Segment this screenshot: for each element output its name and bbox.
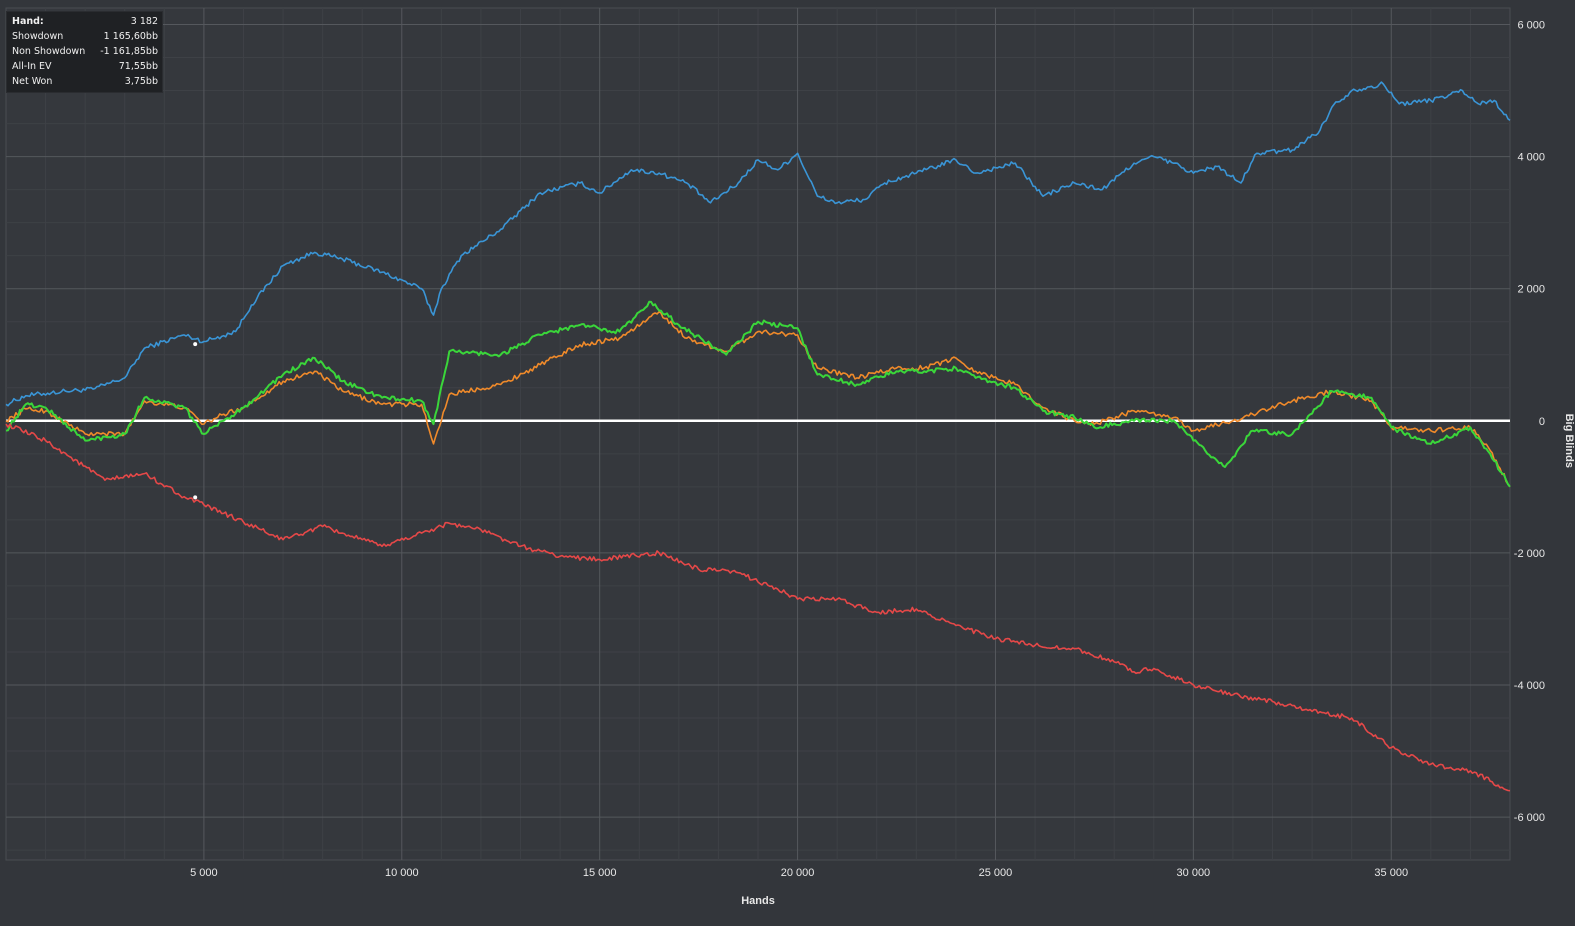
series-line-4 xyxy=(5,423,1511,792)
y-tick-label: -2 000 xyxy=(1514,548,1545,560)
info-label: Net Won xyxy=(12,76,53,87)
y-axis-ticks: 6 000 4 000 2 000 0 -2 000 -4 000 -6 000 xyxy=(1514,20,1545,825)
info-row-allin-ev: All-In EV 71,55bb xyxy=(7,59,162,74)
hand-marker-1 xyxy=(193,342,198,347)
y-tick-label: -6 000 xyxy=(1514,812,1545,824)
info-row-showdown: Showdown 1 165,60bb xyxy=(7,29,162,44)
series-line-1 xyxy=(5,81,1511,407)
y-tick-label: 0 xyxy=(1539,416,1545,428)
hand-marker-2 xyxy=(193,495,198,500)
y-tick-label: 2 000 xyxy=(1517,284,1545,296)
x-tick-label: 30 000 xyxy=(1177,867,1211,879)
y-axis-title: Big Blinds xyxy=(1563,414,1575,468)
info-label: All-In EV xyxy=(12,61,52,72)
y-tick-label: -4 000 xyxy=(1514,680,1545,692)
grid xyxy=(5,7,1511,861)
x-tick-label: 15 000 xyxy=(583,867,617,879)
x-tick-label: 35 000 xyxy=(1374,867,1408,879)
info-value: 71,55bb xyxy=(118,61,158,72)
info-value: 3,75bb xyxy=(124,76,158,87)
x-tick-label: 20 000 xyxy=(781,867,815,879)
info-value: -1 161,85bb xyxy=(100,46,158,57)
series-lines xyxy=(5,81,1511,792)
info-label: Non Showdown xyxy=(12,46,86,57)
info-row-non-showdown: Non Showdown -1 161,85bb xyxy=(7,44,162,59)
info-value: 3 182 xyxy=(130,16,158,27)
series-line-3 xyxy=(5,300,1511,488)
info-label: Showdown xyxy=(12,31,64,42)
x-tick-label: 10 000 xyxy=(385,867,419,879)
info-row-net-won: Net Won 3,75bb xyxy=(7,74,162,89)
x-axis-ticks: 5 000 10 000 15 000 20 000 25 000 30 000 35 00… xyxy=(190,867,1408,879)
y-tick-label: 4 000 xyxy=(1517,152,1545,164)
series-line-2 xyxy=(5,310,1511,488)
x-axis-title: Hands xyxy=(741,895,775,907)
x-tick-label: 25 000 xyxy=(979,867,1013,879)
info-value: 1 165,60bb xyxy=(103,31,158,42)
hand-info-panel: Hand: 3 182 Showdown 1 165,60bb Non Show… xyxy=(6,11,163,93)
y-tick-label: 6 000 xyxy=(1517,20,1545,32)
info-label: Hand: xyxy=(12,16,44,27)
info-row-hand: Hand: 3 182 xyxy=(7,14,162,29)
x-tick-label: 5 000 xyxy=(190,867,218,879)
hand-markers xyxy=(193,342,198,500)
